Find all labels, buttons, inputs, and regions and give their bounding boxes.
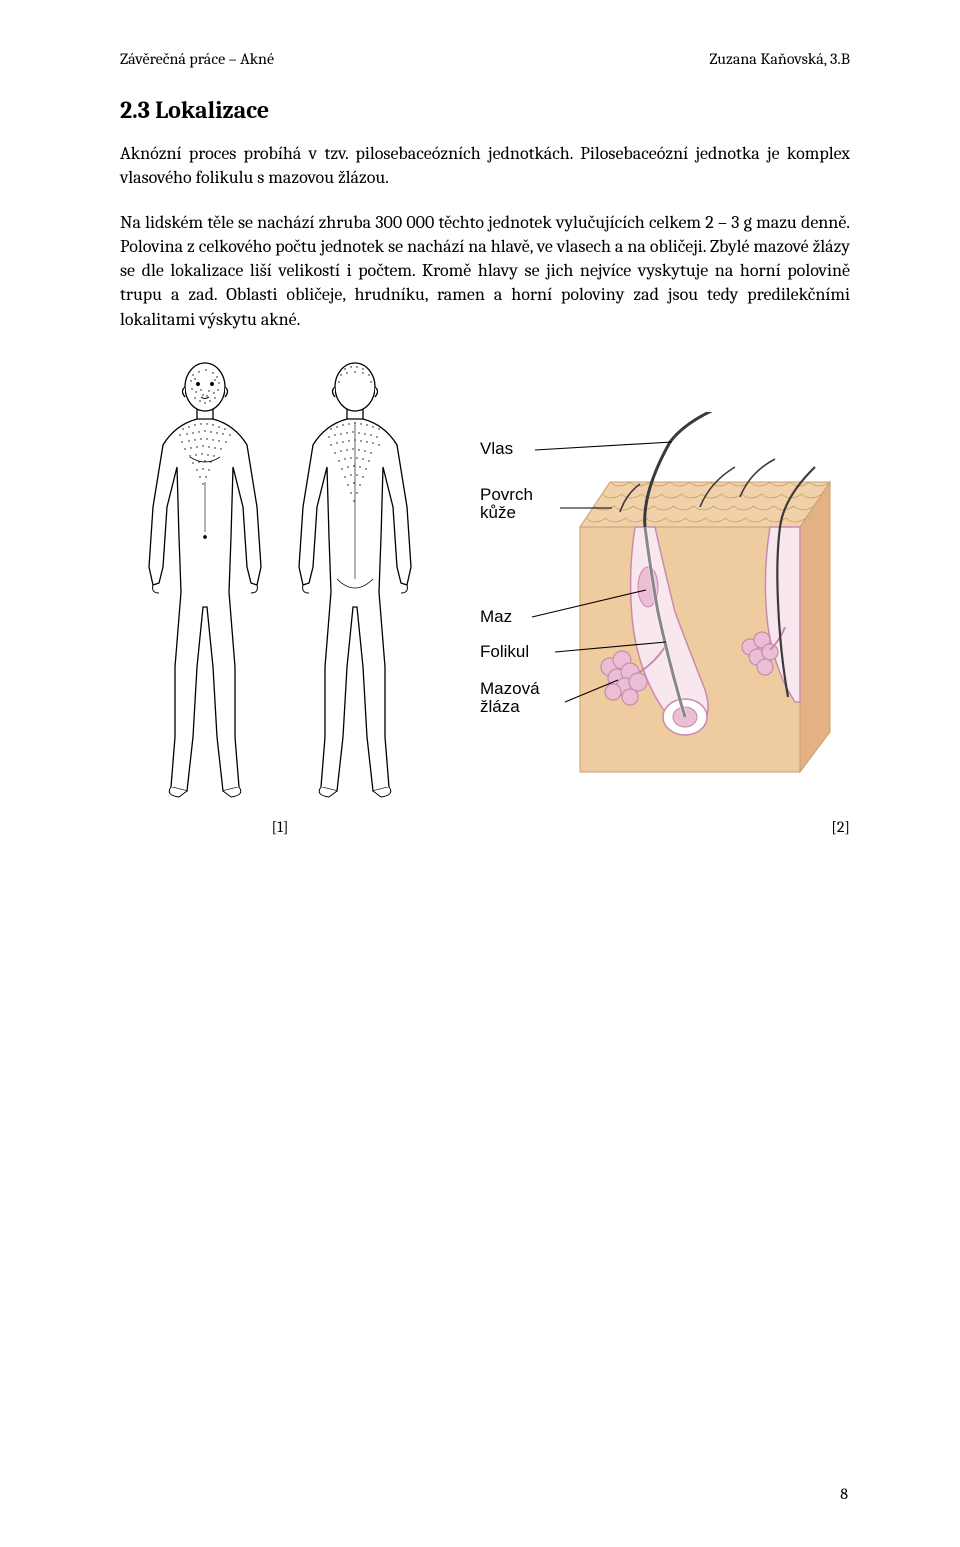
label-folikul: Folikul (480, 642, 529, 661)
header-left: Závěrečná práce – Akné (120, 50, 274, 68)
figure-2-caption: [2] (831, 818, 850, 836)
figure-1-block: [1] (120, 352, 440, 836)
paragraph-2: Na lidském těle se nachází zhruba 300 00… (120, 211, 850, 332)
header-right: Zuzana Kaňovská, 3.B (709, 50, 850, 68)
section-heading: 2.3 Lokalizace (120, 96, 850, 124)
body-outline-figure (120, 352, 440, 812)
label-mazova-l1: Mazovážláza (480, 679, 540, 716)
label-vlas: Vlas (480, 439, 513, 458)
figure-1-caption: [1] (272, 818, 289, 836)
label-maz: Maz (480, 607, 512, 626)
paragraph-1: Aknózní proces probíhá v tzv. pilosebace… (120, 142, 850, 191)
figure-2-block: Vlas Povrchkůže Maz Folikul Mazovážláza … (470, 412, 850, 836)
skin-section-figure: Vlas Povrchkůže Maz Folikul Mazovážláza (470, 412, 850, 812)
running-header: Závěrečná práce – Akné Zuzana Kaňovská, … (120, 50, 850, 68)
label-povrch-l1: Povrchkůže (480, 485, 533, 522)
figure-row: [1] (120, 352, 850, 836)
page-number: 8 (840, 1485, 848, 1503)
